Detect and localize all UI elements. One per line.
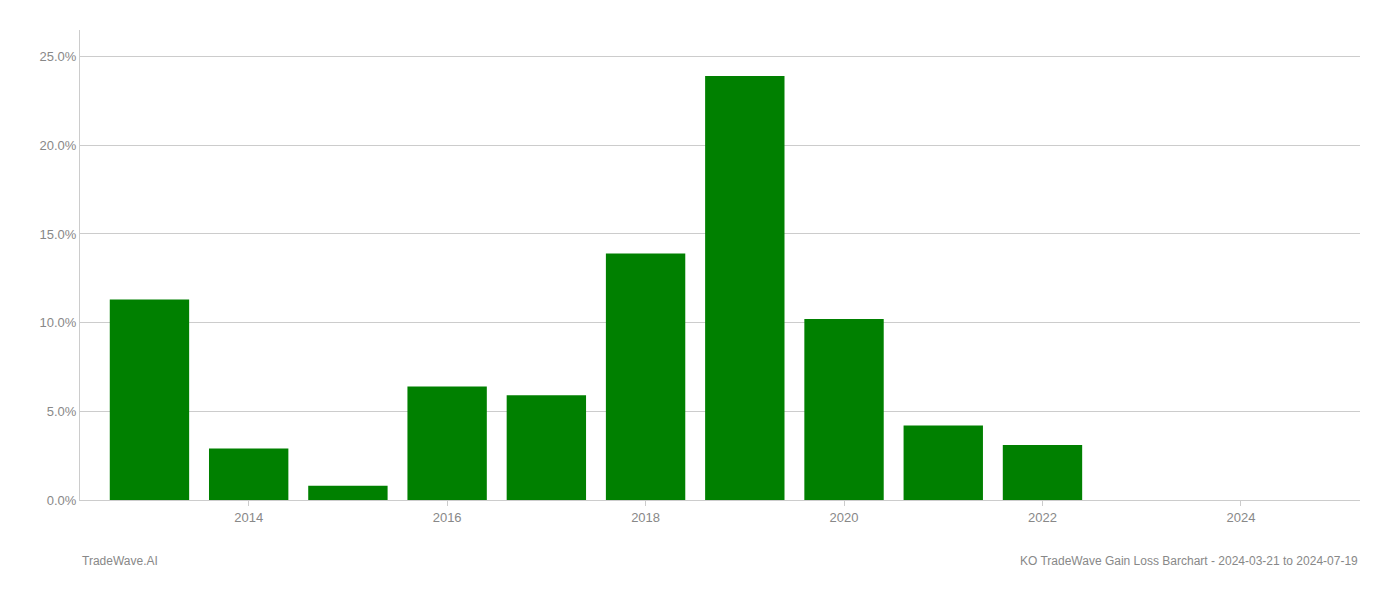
svg-text:2024: 2024 [1226,510,1255,525]
svg-text:5.0%: 5.0% [47,404,77,419]
svg-text:0.0%: 0.0% [47,493,77,508]
svg-text:KO TradeWave Gain Loss Barchar: KO TradeWave Gain Loss Barchart - 2024-0… [1020,554,1358,568]
svg-text:25.0%: 25.0% [40,49,77,64]
svg-text:2020: 2020 [830,510,859,525]
svg-text:10.0%: 10.0% [40,315,77,330]
svg-text:TradeWave.AI: TradeWave.AI [82,554,158,568]
svg-text:2022: 2022 [1028,510,1057,525]
svg-text:2014: 2014 [234,510,263,525]
svg-text:2016: 2016 [433,510,462,525]
svg-text:15.0%: 15.0% [40,227,77,242]
svg-text:20.0%: 20.0% [40,138,77,153]
svg-text:2018: 2018 [631,510,660,525]
